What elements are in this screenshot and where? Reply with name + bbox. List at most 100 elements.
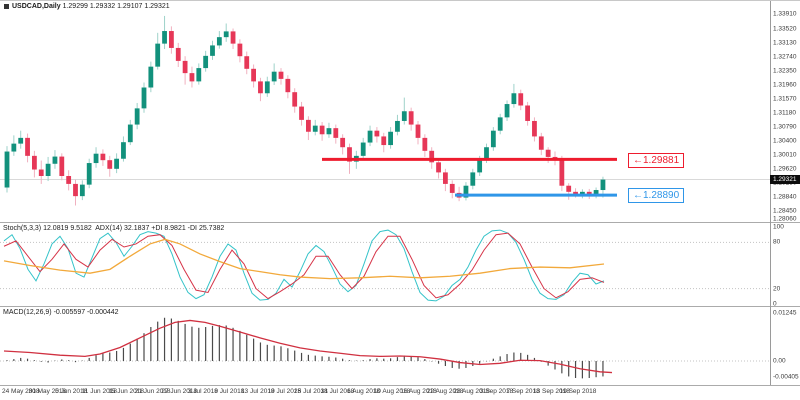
pane-separator-stoch-macd[interactable] xyxy=(0,306,800,307)
candle-body xyxy=(244,56,250,69)
candle-body xyxy=(600,179,606,191)
candle-body xyxy=(216,37,222,46)
adx-line xyxy=(3,238,605,280)
candle-body xyxy=(114,158,119,169)
pane-separator-main-stoch[interactable] xyxy=(0,222,800,223)
stoch-axis-label: 20 xyxy=(773,285,781,293)
candle-body xyxy=(223,31,229,38)
time-axis-label: 19 Jul 2018 xyxy=(267,388,302,395)
stoch-axis-label: 100 xyxy=(773,223,784,231)
candle-body xyxy=(271,71,277,82)
candle-body xyxy=(477,159,483,173)
candle-body xyxy=(237,43,243,57)
candle-body xyxy=(395,120,400,132)
price-axis-label: 1.32350 xyxy=(773,67,797,75)
candle-body xyxy=(518,93,524,106)
candle-body xyxy=(169,31,174,48)
candle-body xyxy=(463,185,469,198)
time-axis-label: 5 Jun 2018 xyxy=(55,388,88,395)
candle-body xyxy=(532,120,537,137)
chart-symbol-icon xyxy=(4,3,9,9)
price-axis-border xyxy=(770,1,771,385)
price-axis-label: 1.31960 xyxy=(773,81,797,89)
price-axis-label: 1.28840 xyxy=(773,193,797,201)
candle-body xyxy=(306,119,311,132)
support-price-label[interactable]: ←1.28890 xyxy=(628,188,685,203)
candle-body xyxy=(401,111,407,121)
candle-body xyxy=(360,142,366,156)
candle-body xyxy=(593,190,599,197)
candle-body xyxy=(538,136,544,150)
candle-body xyxy=(559,158,565,186)
candle-body xyxy=(285,78,291,93)
candle-body xyxy=(79,184,85,197)
candle-body xyxy=(38,169,44,176)
price-axis-label: 1.28060 xyxy=(773,215,797,223)
candle-body xyxy=(121,142,126,159)
candle-body xyxy=(134,108,140,125)
time-axis-label: 27 Jun 2018 xyxy=(161,388,198,395)
time-axis-label: 13 Sep 2018 xyxy=(533,388,570,395)
stoch-values: Stoch(5,3,3) 12.0819 9.5182 xyxy=(3,225,92,232)
candle-body xyxy=(59,156,65,176)
macd-axis-label: 0.01245 xyxy=(773,309,797,317)
candle-body xyxy=(490,130,496,148)
time-axis-label: 15 Jun 2018 xyxy=(108,388,144,395)
main-price-pane[interactable] xyxy=(0,1,770,222)
time-axis-label: 28 Aug 2018 xyxy=(453,388,490,395)
candle-body xyxy=(580,191,585,195)
price-axis-label: 1.28450 xyxy=(773,207,797,215)
macd-values: MACD(12,26,9) -0.005597 -0.000442 xyxy=(3,309,119,316)
candle-body xyxy=(504,104,510,118)
stoch-axis-label: 0 xyxy=(773,300,777,308)
candle-body xyxy=(148,66,154,88)
macd-indicator-label: MACD(12,26,9) -0.005597 -0.000442 xyxy=(3,309,119,316)
macd-signal-line xyxy=(3,319,613,374)
candle-body xyxy=(182,60,188,74)
time-axis-label: 3 Sep 2018 xyxy=(479,388,514,395)
candle-body xyxy=(230,31,236,44)
candle-body xyxy=(18,137,24,144)
stoch-d-line xyxy=(3,232,605,300)
candle-body xyxy=(155,43,161,67)
candle-body xyxy=(73,183,78,197)
candle-body xyxy=(381,136,387,146)
candle-body xyxy=(484,147,489,160)
candle-body xyxy=(66,176,72,184)
candle-body xyxy=(367,130,373,143)
candle-body xyxy=(497,117,503,131)
candle-body xyxy=(573,191,578,195)
time-axis-label: 21 Jun 2018 xyxy=(134,388,171,395)
candle-body xyxy=(25,137,30,156)
time-axis-label: 9 Jul 2018 xyxy=(214,388,245,395)
adx-values: ADX(14) 32.1837 +DI 8.9821 -DI 25.7382 xyxy=(95,225,225,232)
candle-body xyxy=(415,124,421,138)
macd-pane[interactable] xyxy=(0,308,770,385)
stochastic-pane[interactable] xyxy=(0,224,770,306)
candle-body xyxy=(32,155,37,170)
macd-axis-label: 0.00 xyxy=(773,357,786,365)
stoch-axis-label: 80 xyxy=(773,238,781,246)
time-axis-label: 30 May 2018 xyxy=(28,388,67,395)
time-axis-label: 7 Sep 2018 xyxy=(506,388,540,395)
candle-body xyxy=(203,55,209,69)
candle-body xyxy=(388,131,393,146)
candle-body xyxy=(4,151,10,188)
candle-body xyxy=(545,149,551,157)
candle-body xyxy=(210,45,215,56)
time-axis-label: 24 May 2018 xyxy=(2,388,40,395)
candle-body xyxy=(319,125,325,135)
candle-body xyxy=(429,150,435,163)
candle-body xyxy=(340,137,346,148)
price-axis-label: 1.31570 xyxy=(773,95,797,103)
candle-body xyxy=(251,68,256,82)
candle-body xyxy=(333,128,339,138)
candle-body xyxy=(552,156,558,159)
candle-body xyxy=(52,156,58,164)
resistance-price-label[interactable]: ←1.29881 xyxy=(628,153,685,168)
time-axis-label: 10 Aug 2018 xyxy=(373,388,411,395)
candle-body xyxy=(141,87,147,109)
candle-body xyxy=(258,81,263,94)
candle-body xyxy=(292,92,298,107)
chart-title: USDCAD,Daily 1.29299 1.29332 1.29107 1.2… xyxy=(4,3,170,10)
